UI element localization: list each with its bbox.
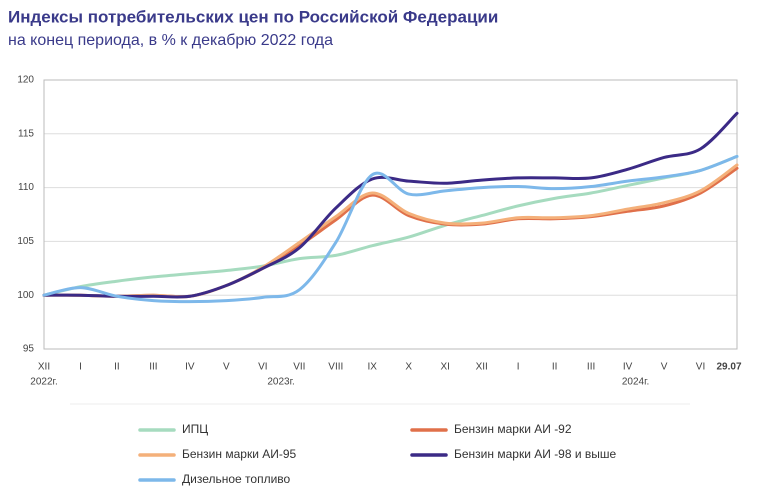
x-tick-label: III	[587, 362, 595, 373]
x-tick-label: XII	[476, 362, 488, 373]
x-tick-label: VI	[696, 362, 705, 373]
y-tick-label: 115	[18, 128, 34, 139]
x-tick-label: VI	[258, 362, 267, 373]
x-tick-label: V	[661, 362, 668, 373]
x-tick-label: V	[223, 362, 230, 373]
year-label: 2023г.	[267, 377, 294, 388]
x-tick-label: X	[405, 362, 412, 373]
x-tick-label: III	[149, 362, 157, 373]
y-tick-label: 120	[17, 75, 34, 86]
x-tick-label: II	[552, 362, 558, 373]
x-tick-label: IV	[623, 362, 633, 373]
y-tick-label: 95	[23, 344, 35, 355]
legend-label: Бензин марки АИ -98 и выше	[454, 447, 617, 461]
x-tick-label: VIII	[328, 362, 343, 373]
y-tick-label: 100	[17, 290, 34, 301]
y-tick-label: 105	[17, 236, 34, 247]
year-label: 2022г.	[30, 377, 57, 388]
legend-label: ИПЦ	[182, 422, 208, 436]
series-line	[42, 111, 739, 299]
legend-label: Бензин марки АИ-95	[182, 447, 297, 461]
x-tick-label: 29.07	[716, 362, 741, 373]
year-label: 2024г.	[622, 377, 649, 388]
x-tick-label: IV	[185, 362, 195, 373]
x-tick-label: I	[517, 362, 520, 373]
x-tick-label: IX	[368, 362, 378, 373]
x-tick-label: XII	[38, 362, 50, 373]
series-line	[42, 154, 739, 297]
x-tick-label: VII	[293, 362, 305, 373]
series-line	[42, 154, 739, 304]
x-tick-label: I	[79, 362, 82, 373]
chart-subtitle: на конец периода, в % к декабрю 2022 год…	[8, 32, 333, 49]
legend-label: Бензин марки АИ -92	[454, 422, 572, 436]
x-tick-label: XI	[440, 362, 449, 373]
y-tick-label: 110	[18, 182, 34, 193]
legend-label: Дизельное топливо	[182, 472, 291, 486]
chart-title: Индексы потребительских цен по Российско…	[8, 7, 498, 26]
plot-frame	[43, 79, 738, 350]
x-tick-label: II	[114, 362, 120, 373]
